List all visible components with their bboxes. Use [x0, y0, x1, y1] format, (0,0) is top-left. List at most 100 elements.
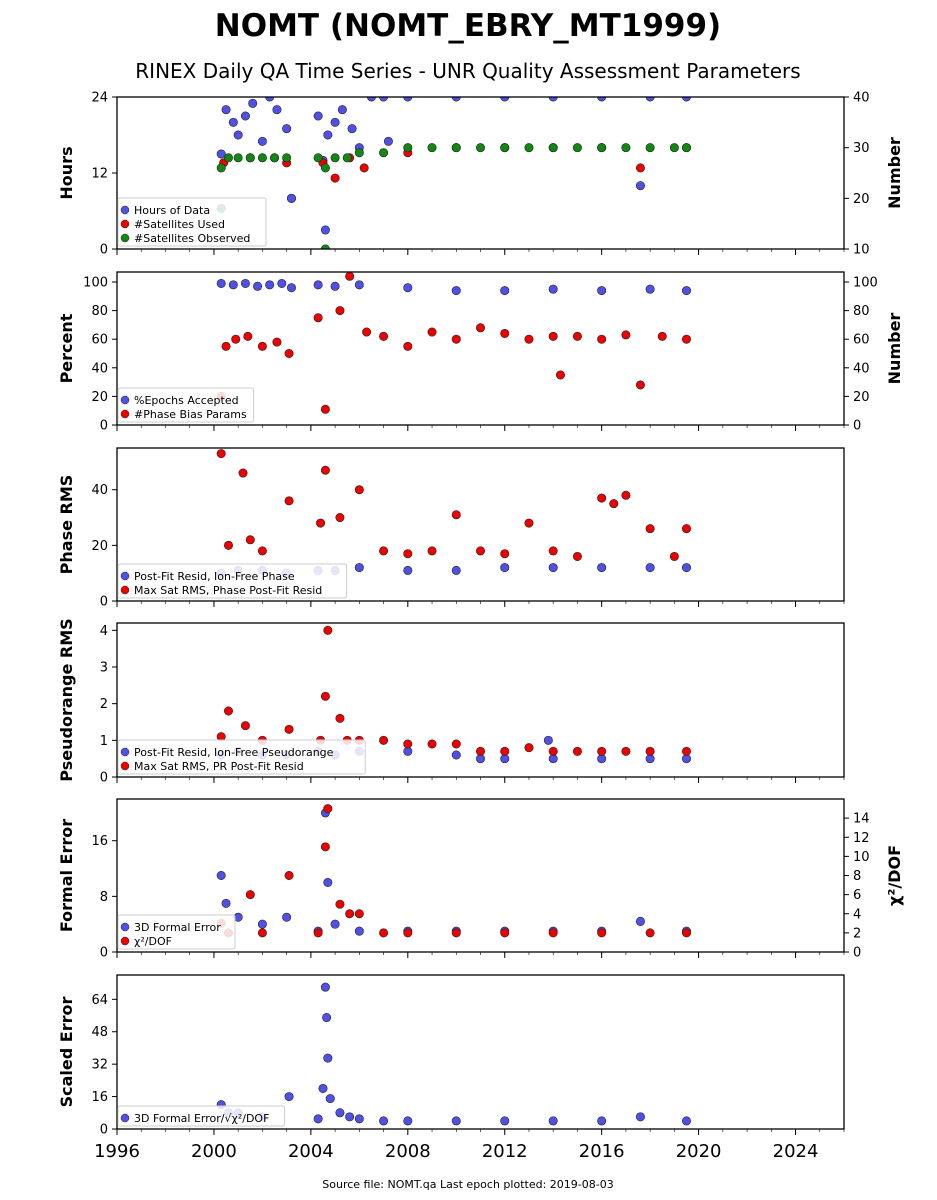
data-point — [427, 143, 437, 153]
data-point — [323, 804, 333, 814]
y-right-tick-label: 10 — [853, 850, 870, 865]
data-point — [313, 313, 323, 323]
y-right-tick-label: 2 — [853, 926, 861, 941]
data-point — [403, 565, 413, 575]
x-tick-label: 1996 — [94, 1141, 140, 1162]
y-tick-label: 0 — [100, 419, 108, 434]
data-point — [243, 331, 253, 341]
data-point — [451, 750, 461, 760]
data-points — [216, 625, 691, 764]
data-point — [645, 928, 655, 938]
data-point — [403, 283, 413, 293]
data-point — [325, 1094, 335, 1104]
data-point — [475, 323, 485, 333]
legend-marker — [120, 761, 130, 771]
data-point — [403, 739, 413, 749]
data-point — [330, 919, 340, 929]
legend-marker — [120, 922, 130, 932]
data-point — [282, 912, 292, 922]
legend-label: %Epochs Accepted — [134, 394, 239, 407]
data-point — [323, 130, 333, 140]
y-right-tick-label: 80 — [853, 304, 870, 319]
data-point — [657, 331, 667, 341]
data-point — [500, 928, 510, 938]
legend-marker — [120, 409, 130, 419]
y-right-tick-label: 8 — [853, 869, 861, 884]
plot-frame — [116, 974, 845, 1130]
data-point — [233, 153, 243, 163]
data-point — [354, 926, 364, 936]
legend-box — [117, 563, 348, 599]
data-point — [216, 449, 226, 459]
y-right-tick-label: 6 — [853, 888, 861, 903]
data-point — [362, 327, 372, 337]
data-point — [318, 1083, 328, 1093]
x-tick-label: 2004 — [288, 1141, 334, 1162]
data-point — [645, 563, 655, 573]
y-right-tick-label: 10 — [853, 243, 870, 258]
data-point — [240, 111, 250, 121]
y-right-axis-label: χ²/DOF — [885, 845, 904, 906]
data-point — [572, 551, 582, 561]
x-tick-label: 2020 — [676, 1141, 722, 1162]
data-point — [524, 334, 534, 344]
y-right-tick-label: 30 — [853, 141, 870, 156]
data-point — [313, 111, 323, 121]
data-point — [282, 124, 292, 134]
panel-6: 1996 2000 2004 2008 2012 2016 2020 2024 0 16 32 48 6… — [57, 974, 845, 1162]
legend-marker — [120, 219, 130, 229]
y-axis-label: Pseudorange RMS — [57, 618, 76, 781]
data-point — [257, 546, 267, 556]
data-point — [500, 328, 510, 338]
data-point — [354, 563, 364, 573]
data-point — [548, 928, 558, 938]
y-right-tick-label: 4 — [853, 907, 861, 922]
data-point — [645, 746, 655, 756]
data-point — [681, 334, 691, 344]
y-right-axis-label: Number — [885, 137, 904, 209]
data-point — [257, 919, 267, 929]
data-point — [330, 173, 340, 183]
data-point — [216, 870, 226, 880]
data-point — [335, 306, 345, 316]
data-point — [621, 746, 631, 756]
data-point — [347, 124, 357, 134]
plot-frame — [116, 447, 845, 602]
data-point — [282, 153, 292, 163]
data-point — [597, 286, 607, 296]
data-point — [313, 1114, 323, 1124]
data-point — [345, 272, 355, 281]
data-point — [320, 465, 330, 475]
y-tick-label: 48 — [91, 1025, 108, 1040]
data-point — [475, 546, 485, 556]
data-point — [427, 739, 437, 749]
data-point — [572, 331, 582, 341]
data-point — [555, 370, 565, 380]
y-tick-label: 0 — [100, 1123, 108, 1138]
data-point — [233, 130, 243, 140]
data-point — [524, 743, 534, 753]
y-tick-label: 2 — [100, 697, 108, 712]
data-point — [320, 163, 330, 173]
y-tick-label: 24 — [91, 91, 108, 106]
legend-label: χ²/DOF — [134, 935, 172, 948]
data-point — [548, 546, 558, 556]
data-point — [621, 330, 631, 340]
y-tick-label: 4 — [100, 624, 108, 639]
data-point — [669, 143, 679, 153]
data-point — [284, 724, 294, 734]
panel-4: 0 1 2 3 4 Pseudorange RMS Post-Fit Resid, Ion-… — [57, 618, 845, 786]
data-point — [272, 337, 282, 347]
data-point — [403, 1116, 413, 1126]
data-point — [284, 496, 294, 506]
data-point — [323, 877, 333, 887]
data-point — [451, 286, 461, 296]
data-point — [221, 341, 231, 351]
y-tick-label: 8 — [100, 890, 108, 905]
data-point — [635, 916, 645, 926]
y-tick-label: 100 — [83, 276, 108, 291]
legend: %Epochs Accepted#Phase Bias Params — [117, 387, 255, 423]
data-point — [548, 331, 558, 341]
legend-label: Max Sat RMS, PR Post-Fit Resid — [134, 760, 304, 773]
legend-label: Hours of Data — [134, 204, 210, 217]
